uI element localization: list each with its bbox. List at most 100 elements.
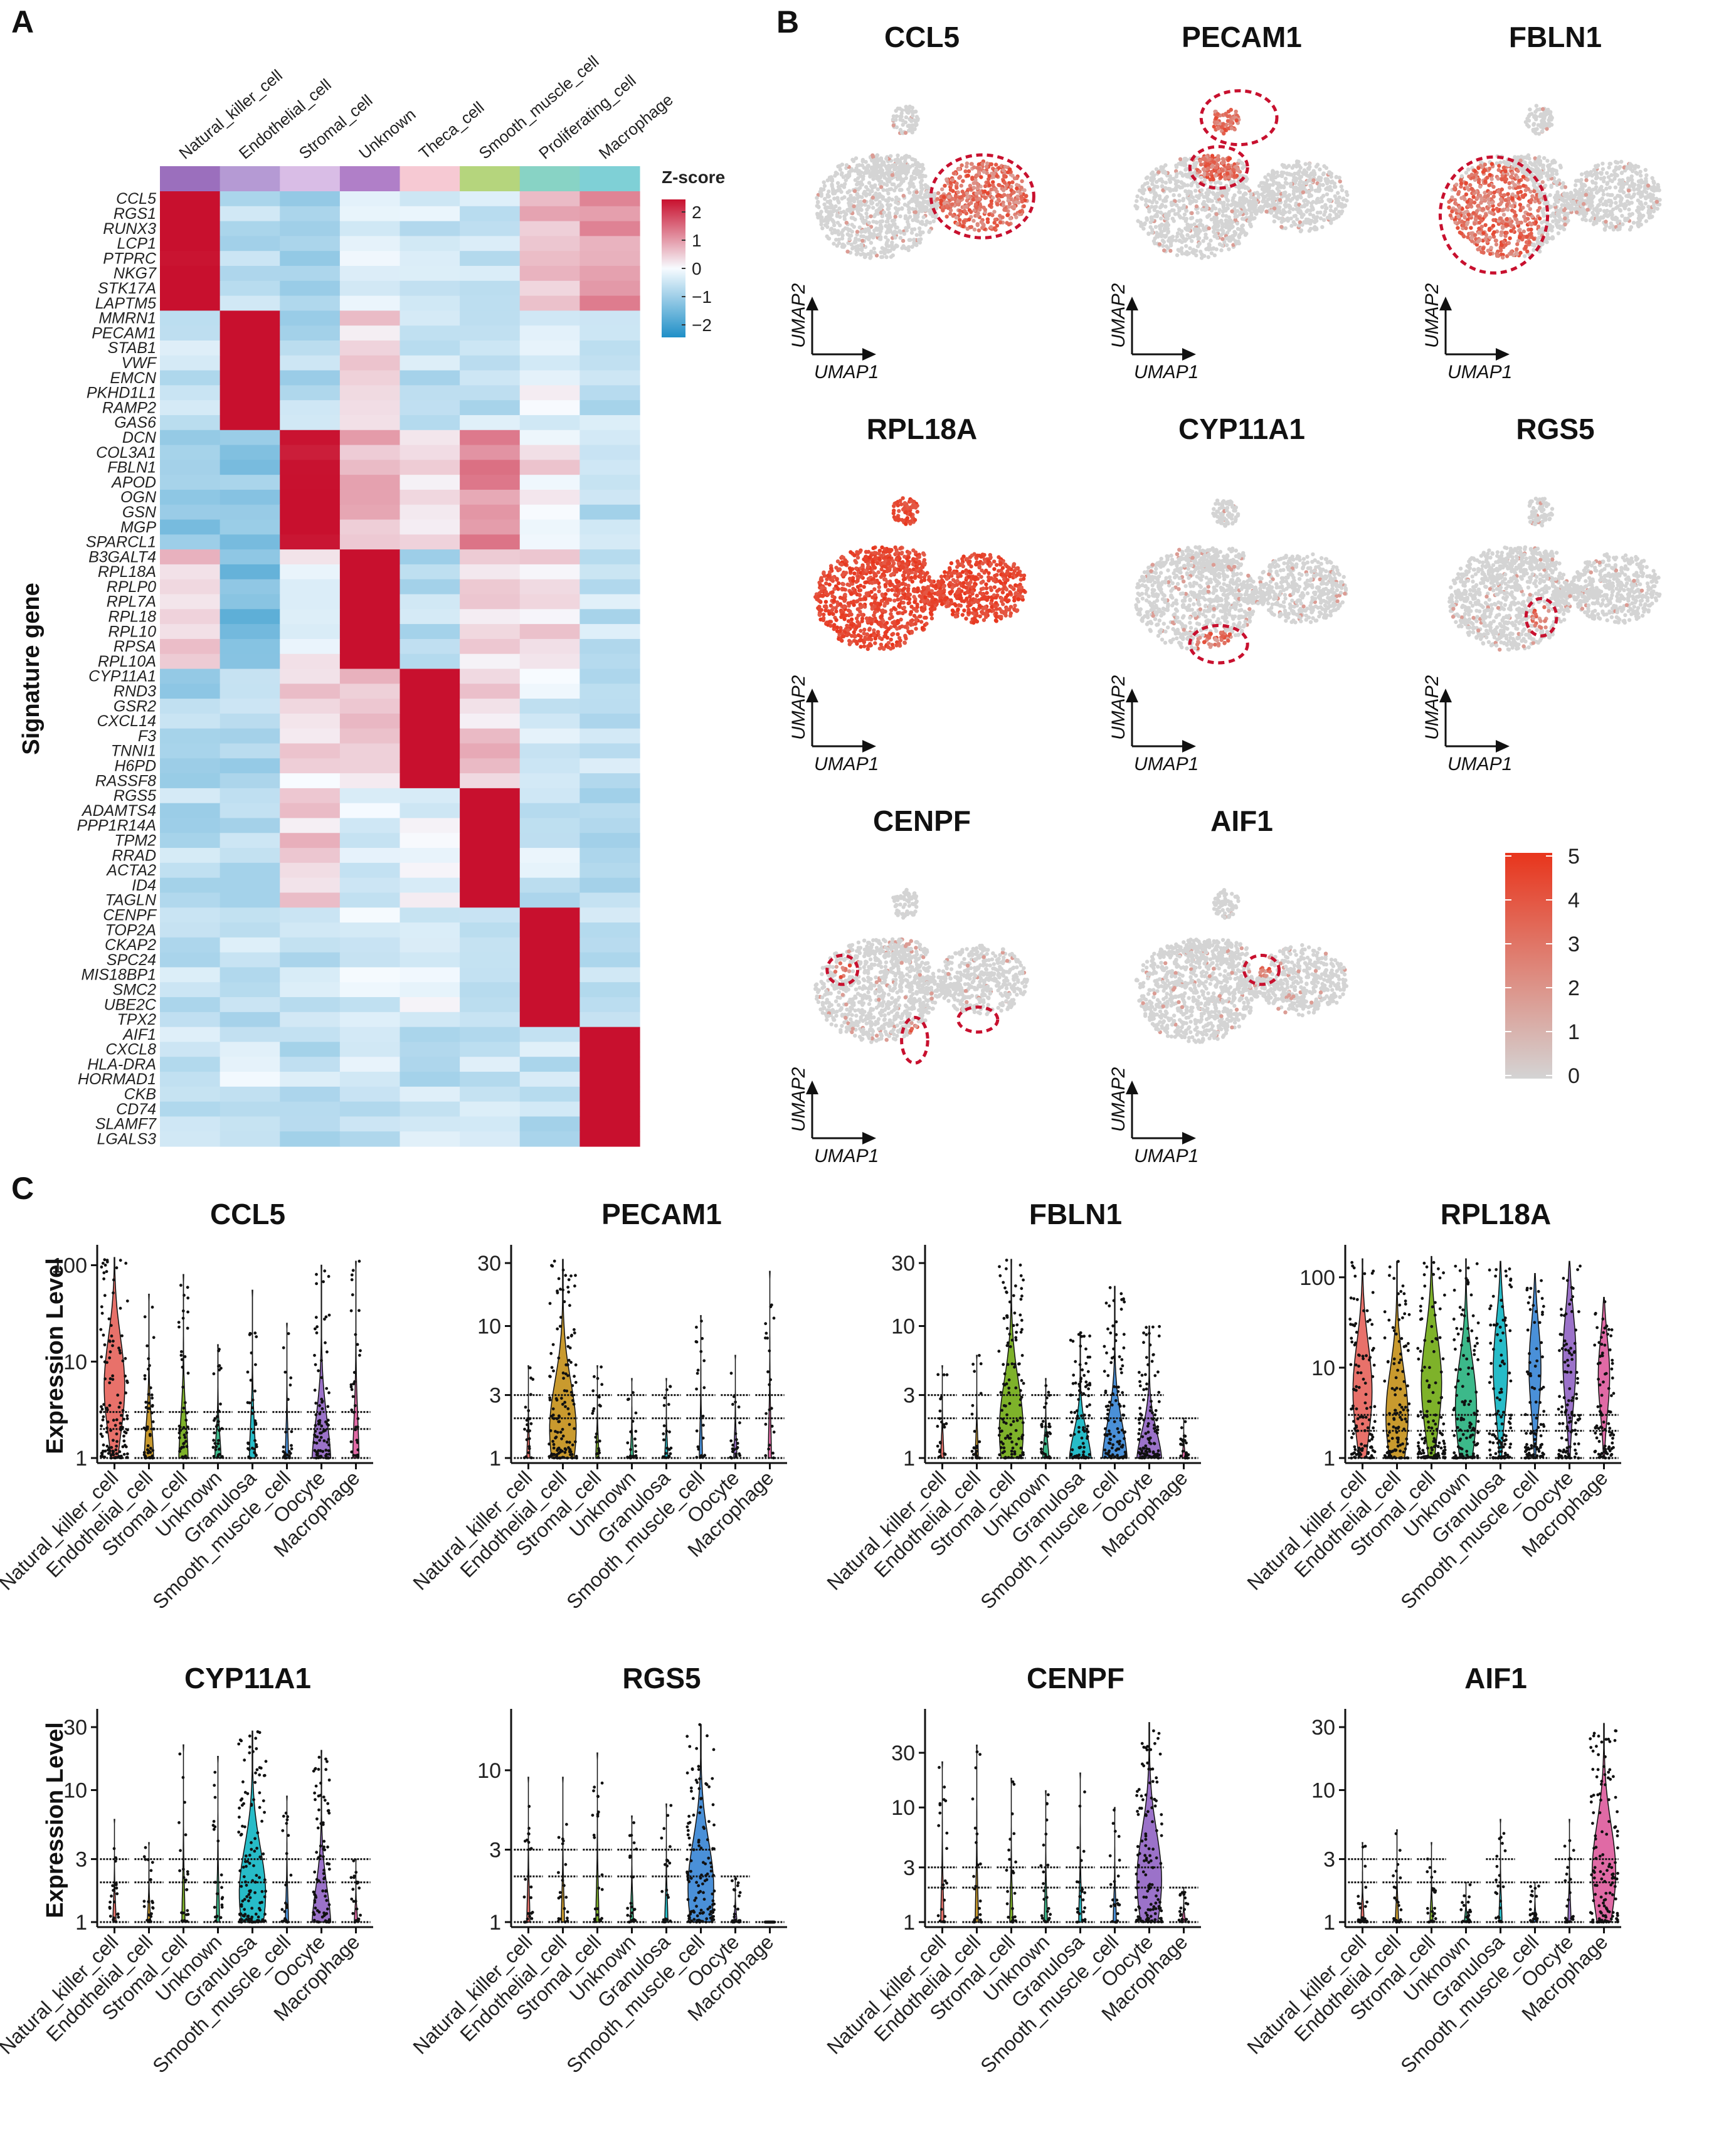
umap-cell-point: [1162, 228, 1167, 233]
gene-label: LAPTM5: [95, 295, 156, 312]
umap-cell-point: [1149, 171, 1154, 176]
umap-cell-point: [1150, 204, 1154, 209]
heatmap-cell: [519, 534, 580, 550]
umap-cell-point: [1576, 178, 1580, 183]
heatmap-cell: [160, 504, 221, 521]
umap-cell-point: [1300, 223, 1304, 227]
umap-cell-point: [898, 236, 903, 240]
legend-tick-label: 0: [692, 259, 702, 278]
heatmap-cell: [579, 877, 640, 894]
umap-cell-point: [1525, 235, 1529, 239]
umap-cell-point: [1009, 184, 1013, 189]
umap-cell-point: [1601, 167, 1606, 171]
gene-label: CKAP2: [105, 936, 156, 954]
heatmap-cell: [399, 773, 460, 789]
umap-cell-point: [1489, 162, 1495, 166]
umap-cell-point: [914, 109, 918, 114]
umap-cell-point: [1491, 194, 1496, 199]
umap-cell-point: [1590, 211, 1595, 215]
umap-cell-point: [1473, 221, 1477, 226]
umap-cell-point: [913, 215, 918, 219]
umap-cell-point: [1315, 197, 1320, 201]
heatmap-cell: [280, 952, 341, 968]
umap-cell-point: [859, 243, 864, 248]
umap-cell-point: [1154, 193, 1159, 198]
heatmap-cell: [519, 1027, 580, 1043]
umap-cell-point: [903, 130, 908, 135]
umap-cell-point: [1609, 210, 1614, 215]
umap-cell-point: [889, 154, 893, 159]
umap-cell-point: [1304, 173, 1309, 177]
umap-cell-point: [817, 213, 821, 218]
gene-label: MGP: [120, 519, 156, 536]
heatmap-cell: [460, 489, 521, 505]
umap-cell-point: [894, 118, 898, 122]
umap-cell-point: [1615, 216, 1619, 221]
umap-cell-point: [998, 220, 1003, 225]
umap-cell-point: [1616, 227, 1620, 232]
umap-cell-point: [894, 108, 898, 113]
heatmap-cell: [339, 415, 401, 431]
umap-cell-point: [1194, 253, 1198, 258]
umap-cell-point: [1190, 250, 1195, 255]
umap-cell-point: [1617, 189, 1622, 193]
heatmap-cell: [160, 982, 221, 998]
heatmap-cell: [280, 460, 341, 475]
umap-cell-point: [1643, 167, 1648, 172]
umap-cell-point: [918, 180, 923, 184]
umap-cell-point: [1476, 240, 1480, 244]
heatmap-cell: [160, 325, 221, 341]
umap-cell-point: [823, 206, 828, 210]
umap-cell-point: [1463, 210, 1468, 214]
heatmap-cell: [579, 340, 640, 356]
umap-cell-point: [960, 189, 965, 194]
umap-cell-point: [844, 211, 848, 216]
heatmap-cell: [280, 280, 341, 297]
umap-cell-point: [1166, 229, 1171, 234]
umap-cell-point: [1234, 165, 1238, 169]
umap-cell-point: [1163, 163, 1168, 167]
heatmap-cell: [339, 743, 401, 759]
umap-cell-point: [1180, 171, 1184, 176]
umap-cell-point: [1478, 184, 1483, 189]
umap-cell-point: [842, 243, 847, 248]
heatmap-cell: [160, 564, 221, 580]
umap-cell-point: [1638, 184, 1643, 189]
umap-cell-point: [914, 115, 919, 119]
umap-cell-point: [1473, 217, 1478, 222]
umap-cell-point: [1490, 201, 1495, 205]
column-annotation-bar: [460, 166, 521, 191]
umap-cell-point: [1298, 229, 1303, 234]
umap-cell-point: [1332, 184, 1336, 189]
umap-cell-point: [1175, 172, 1179, 176]
heatmap-cell: [160, 997, 221, 1013]
heatmap-cell: [339, 1086, 401, 1102]
umap-cell-point: [1469, 186, 1474, 191]
gene-label: SLAMF7: [95, 1116, 157, 1133]
umap-cell-point: [1259, 209, 1264, 214]
umap-cell-point: [1234, 118, 1239, 123]
umap-cell-point: [1183, 161, 1187, 165]
umap-cell-point: [956, 199, 960, 203]
umap-cell-point: [1294, 185, 1298, 190]
heatmap-cell: [519, 773, 580, 789]
heatmap-cell: [460, 684, 521, 699]
umap-cell-point: [1216, 125, 1220, 130]
heatmap-cell: [280, 564, 341, 580]
heatmap-cell: [399, 489, 460, 505]
heatmap-cell: [399, 385, 460, 401]
column-annotation-bar: [160, 166, 221, 191]
umap-cell-point: [1476, 203, 1481, 208]
heatmap-cell: [519, 743, 580, 759]
heatmap-cell: [399, 758, 460, 774]
heatmap-cell: [519, 982, 580, 998]
heatmap-cell: [280, 221, 341, 236]
umap-cell-point: [1272, 219, 1277, 224]
umap-cell-point: [1464, 181, 1468, 186]
heatmap-cell: [519, 1072, 580, 1087]
umap-cell-point: [1510, 171, 1515, 176]
umap-cell-point: [1292, 175, 1296, 179]
umap-cell-point: [1001, 188, 1006, 193]
umap-cell-point: [1513, 183, 1518, 188]
gene-label: ID4: [132, 877, 156, 894]
